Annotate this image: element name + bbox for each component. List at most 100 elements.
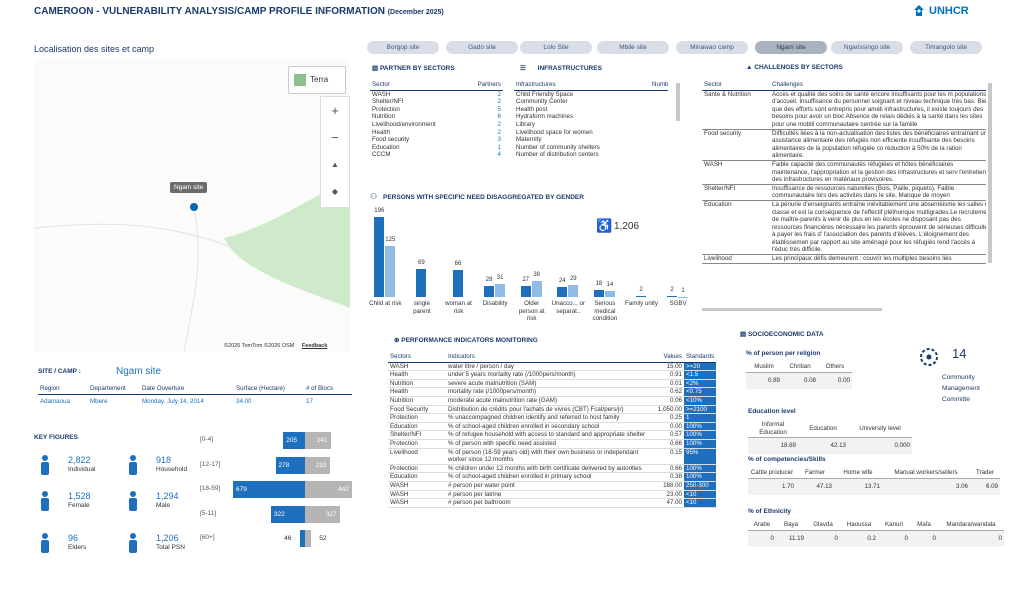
table-cell: 6 — [497, 113, 501, 121]
column-header: Baya — [776, 520, 806, 531]
table-cell: 0 — [834, 534, 838, 542]
committee-label: Community Management Committe — [942, 374, 980, 403]
attribution: ©2026 TomTom ©2026 OSM Feedback — [224, 343, 327, 349]
table-cell: <0.75 — [684, 387, 716, 397]
pyramid-value: 205 — [286, 437, 298, 444]
bar — [520, 285, 531, 297]
scrollbar[interactable] — [676, 83, 680, 121]
header-row: Sectors Indicators Values Standards — [388, 352, 716, 363]
site-tab[interactable]: Ngam site — [755, 41, 827, 54]
table-cell: Food security — [704, 129, 742, 137]
bar-value: 24 — [558, 278, 566, 285]
table-cell: WASH — [390, 481, 409, 489]
bar — [557, 287, 568, 297]
pyramid-value: 327 — [325, 510, 337, 518]
table-row: Livelihood/environment 2 — [370, 121, 503, 129]
zoom-in[interactable]: + — [331, 103, 339, 118]
table-cell: Distribution de crédits pour l'achats de… — [448, 405, 624, 413]
map-area — [224, 178, 350, 308]
table-cell: Les principaux défis demeurent : couvrir… — [772, 255, 952, 263]
zoom-out[interactable]: − — [331, 130, 339, 145]
site-tab[interactable]: Ngarissingo site — [831, 41, 903, 54]
table-cell: <10 — [684, 490, 716, 499]
age-label: [18-59] — [200, 485, 221, 492]
data-table: InfrastructuresNumberChild Friendly Spac… — [514, 80, 668, 159]
subsection-table: Informal Education Education University le… — [748, 420, 912, 455]
site-tab[interactable]: Borgop site — [367, 41, 439, 54]
subsection-table: Arabe Baya Glavda Haoussa Kanuri Mafa Mandara/… — [748, 520, 1004, 547]
compass[interactable]: ◆ — [331, 187, 339, 196]
site-tab[interactable]: Lolo Site — [520, 41, 592, 54]
tilt[interactable]: ▲ — [331, 160, 339, 169]
table-cell: CCCM — [372, 151, 391, 159]
subsection-title: % of competencies/Skills — [748, 456, 826, 463]
category-label: Older person at risk — [518, 300, 545, 322]
column-header: Departement — [88, 384, 140, 395]
committee-value: 14 — [952, 346, 967, 361]
map-title: Localisation des sites et camp — [34, 44, 155, 54]
total-icon: ♿ — [596, 218, 613, 233]
table-row: Adamaoua Mbere Monday, July 14, 2014 34.00 1… — [38, 394, 352, 409]
table-cell: Difficultés liées à la non-actualisation… — [772, 129, 986, 160]
category-label: woman at risk — [445, 300, 472, 315]
bar — [604, 291, 615, 297]
table-cell: water litre / person / day — [448, 362, 515, 370]
layer-label: Terra — [310, 75, 329, 84]
table-row: Food Security Distribution de crédits pou… — [388, 405, 716, 414]
category-label: Disability — [482, 300, 508, 307]
table-row: Maternity 1 — [514, 136, 668, 144]
figure-icon — [41, 455, 49, 475]
table-cell: <10% — [684, 396, 716, 406]
table-cell: 100% — [684, 430, 716, 440]
chart-title: PERSONS WITH SPECIFIC NEED DISAGGREGATED… — [383, 194, 584, 201]
table-cell: WASH — [390, 362, 409, 370]
age-label: [5-11] — [200, 509, 217, 517]
section-title: INFRASTRUCTURES — [537, 65, 602, 72]
site-tab[interactable]: Timangolo site — [910, 41, 982, 54]
date: (December 2025) — [387, 9, 444, 16]
table-cell: Maternity — [516, 136, 542, 144]
pyramid-value: 46 — [284, 535, 292, 542]
table-cell: 1 — [638, 151, 668, 159]
column-header: Infrastructures — [514, 80, 638, 91]
table-cell: under 5 years mortality rate (/1000pers/… — [448, 371, 576, 379]
table-cell: 100% — [684, 439, 716, 449]
scrollbar[interactable] — [988, 83, 992, 263]
table-cell: 2 — [497, 90, 501, 98]
map-road — [183, 207, 199, 352]
bar-value: 38 — [533, 272, 541, 279]
table-row: Community Center 0 — [514, 98, 668, 106]
pyramid-value: 679 — [236, 486, 247, 493]
table-row: 1.70 47.13 13.71 3.06 6.09 — [748, 478, 1000, 495]
site-tab[interactable]: Gado site — [446, 41, 518, 54]
category-label: Family unity — [624, 300, 658, 307]
category-label: Serious medical condition — [592, 300, 618, 322]
map: Terra + − ▲ ◆ Ngam site ©2026 TomTom ©2026 … — [34, 58, 350, 352]
table-row: Number of distribution centers 1 — [514, 151, 668, 159]
map-marker[interactable] — [190, 203, 198, 211]
table-cell: <1.5 — [684, 370, 716, 380]
table-row: Child Friendly Space 0 — [514, 90, 668, 98]
table-row: 0 11.19 0 0.2 0 0 0 — [748, 530, 1004, 547]
table-row: Livelihood % of person (18-59 years old) … — [388, 448, 716, 465]
site-tab[interactable]: Mbile site — [597, 41, 669, 54]
site-tab[interactable]: Minawao camp — [676, 41, 748, 54]
table-cell: WASH — [372, 90, 391, 98]
pyramid-value: 241 — [316, 437, 328, 444]
table-cell: 18.69 — [780, 442, 796, 450]
column-header: Values — [648, 352, 684, 363]
bar-value: 1 — [681, 287, 685, 294]
scrollbar-h[interactable] — [702, 308, 882, 311]
table-row: Food security 3 — [370, 136, 503, 144]
table-cell: Food Security — [390, 405, 429, 413]
table-row: Library 0 — [514, 121, 668, 129]
table-cell: # person per water point — [448, 481, 515, 489]
table-cell: Hydraform machines — [516, 113, 574, 121]
table-cell: Adamaoua — [40, 397, 70, 405]
layer-button[interactable]: Terra — [288, 66, 346, 94]
table-cell: >=20 — [684, 362, 716, 371]
figure-value: 2,822 — [68, 455, 91, 465]
feedback-link[interactable]: Feedback — [301, 343, 328, 349]
table-cell: 0.89 — [767, 376, 780, 384]
